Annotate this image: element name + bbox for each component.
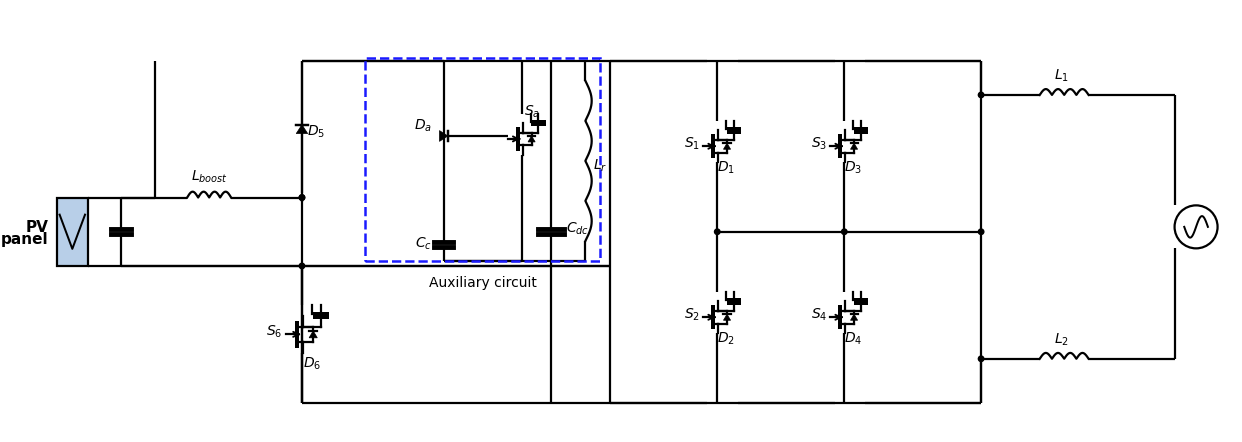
Polygon shape [297,125,308,133]
Circle shape [299,195,304,200]
Text: $L_1$: $L_1$ [1053,68,1068,84]
Polygon shape [851,314,858,320]
Polygon shape [440,130,448,141]
Text: PV: PV [26,221,48,235]
Polygon shape [724,314,730,320]
Polygon shape [724,143,730,149]
Text: $D_2$: $D_2$ [717,330,735,347]
Circle shape [299,195,304,200]
Text: $D_3$: $D_3$ [845,159,862,175]
Text: $D_5$: $D_5$ [307,124,325,140]
Text: panel: panel [1,232,48,247]
Text: $S_6$: $S_6$ [266,323,282,339]
Polygon shape [528,136,535,142]
Text: Auxiliary circuit: Auxiliary circuit [428,276,537,290]
Text: $D_4$: $D_4$ [845,330,862,347]
Text: $S_1$: $S_1$ [684,135,700,152]
Text: $D_6$: $D_6$ [303,356,322,372]
Text: $S_3$: $S_3$ [811,135,827,152]
Circle shape [979,356,984,362]
Circle shape [842,229,847,235]
Text: $S_2$: $S_2$ [684,306,700,323]
Text: $C_{dc}$: $C_{dc}$ [566,221,589,237]
Circle shape [299,263,304,269]
Circle shape [714,229,720,235]
Text: $L_{boost}$: $L_{boost}$ [190,168,227,185]
Polygon shape [851,143,858,149]
Text: $L_r$: $L_r$ [594,158,607,174]
Text: $C_c$: $C_c$ [415,235,432,251]
Text: $D_a$: $D_a$ [414,118,432,134]
Text: $L_2$: $L_2$ [1053,332,1068,348]
Circle shape [979,92,984,98]
Circle shape [979,229,984,235]
Bar [57,198,88,266]
Polygon shape [309,331,317,338]
Text: $S_4$: $S_4$ [811,306,827,323]
Text: $D_1$: $D_1$ [717,159,735,175]
Text: $S_a$: $S_a$ [524,104,540,120]
Bar [365,58,600,261]
